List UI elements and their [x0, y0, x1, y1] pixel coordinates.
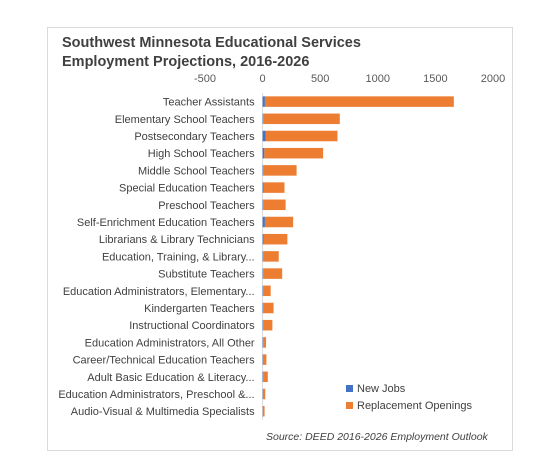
category-label: Adult Basic Education & Literacy...: [87, 372, 254, 384]
bar-new-jobs: [262, 113, 264, 125]
bar-replacement-openings: [263, 165, 297, 176]
bar-replacement-openings: [263, 268, 283, 279]
legend-label-new-jobs: New Jobs: [357, 383, 406, 395]
bar-new-jobs: [262, 165, 264, 176]
bar-new-jobs: [262, 251, 264, 262]
bar-replacement-openings: [263, 285, 271, 297]
category-label: Middle School Teachers: [138, 165, 255, 177]
category-label: Career/Technical Education Teachers: [73, 355, 256, 367]
category-label: Elementary School Teachers: [115, 114, 255, 126]
bar-new-jobs: [262, 216, 265, 228]
category-label: Education Administrators, Elementary...: [63, 286, 255, 298]
bar-replacement-openings: [263, 371, 268, 383]
bar-new-jobs: [262, 199, 264, 211]
category-label: Teacher Assistants: [163, 97, 255, 109]
category-label: Education Administrators, Preschool &...: [58, 389, 254, 401]
bar-replacement-openings: [263, 113, 340, 125]
category-label: Education Administrators, All Other: [85, 337, 255, 349]
bar-replacement-openings: [263, 182, 285, 193]
bar-replacement-openings: [263, 302, 274, 314]
bar-new-jobs: [262, 96, 265, 107]
bar-replacement-openings: [264, 216, 294, 228]
category-label: Postsecondary Teachers: [134, 131, 255, 143]
x-tick-label: 1500: [423, 73, 447, 85]
bar-new-jobs: [262, 302, 264, 314]
chart-title-line-2: Employment Projections, 2016-2026: [62, 54, 310, 70]
source-note: Source: DEED 2016-2026 Employment Outloo…: [266, 431, 489, 443]
bar-new-jobs: [262, 182, 264, 193]
bar-new-jobs: [262, 233, 264, 245]
legend-label-replacement-openings: Replacement Openings: [357, 400, 472, 412]
x-tick-label: 1000: [366, 73, 390, 85]
x-tick-label: 0: [260, 73, 266, 85]
category-label: Education, Training, & Library...: [102, 251, 255, 263]
bar-new-jobs: [262, 337, 264, 348]
bar-replacement-openings: [263, 251, 279, 262]
bar-new-jobs: [262, 319, 264, 331]
category-label: Self-Enrichment Education Teachers: [77, 217, 255, 229]
category-label: Special Education Teachers: [119, 183, 255, 195]
bar-new-jobs: [262, 268, 264, 279]
category-label: Substitute Teachers: [158, 269, 255, 281]
bar-new-jobs: [262, 285, 264, 297]
x-tick-label: -500: [194, 73, 216, 85]
bar-replacement-openings: [262, 388, 266, 400]
bar-replacement-openings: [265, 130, 338, 142]
bar-replacement-openings: [264, 96, 454, 107]
category-label: Preschool Teachers: [158, 200, 255, 212]
bar-new-jobs: [262, 130, 266, 142]
x-tick-label: 2000: [481, 73, 505, 85]
bar-replacement-openings: [264, 147, 324, 159]
bar-replacement-openings: [263, 233, 288, 245]
chart-title: Southwest Minnesota Educational Services…: [62, 34, 502, 72]
category-label: High School Teachers: [148, 148, 255, 160]
chart-title-line-1: Southwest Minnesota Educational Services: [62, 35, 361, 51]
category-label: Librarians & Library Technicians: [99, 234, 255, 246]
bar-replacement-openings: [262, 405, 265, 417]
category-label: Kindergarten Teachers: [144, 303, 255, 315]
bar-replacement-openings: [262, 354, 267, 365]
bar-replacement-openings: [263, 199, 286, 211]
bar-new-jobs: [262, 147, 265, 159]
category-label: Audio-Visual & Multimedia Specialists: [71, 406, 255, 418]
legend-swatch-new-jobs: [346, 385, 353, 392]
legend-swatch-replacement-openings: [346, 402, 353, 409]
category-label: Instructional Coordinators: [129, 320, 255, 332]
bar-replacement-openings: [263, 337, 267, 348]
x-tick-label: 500: [311, 73, 329, 85]
bar-replacement-openings: [263, 319, 273, 331]
bar-new-jobs: [262, 371, 264, 383]
